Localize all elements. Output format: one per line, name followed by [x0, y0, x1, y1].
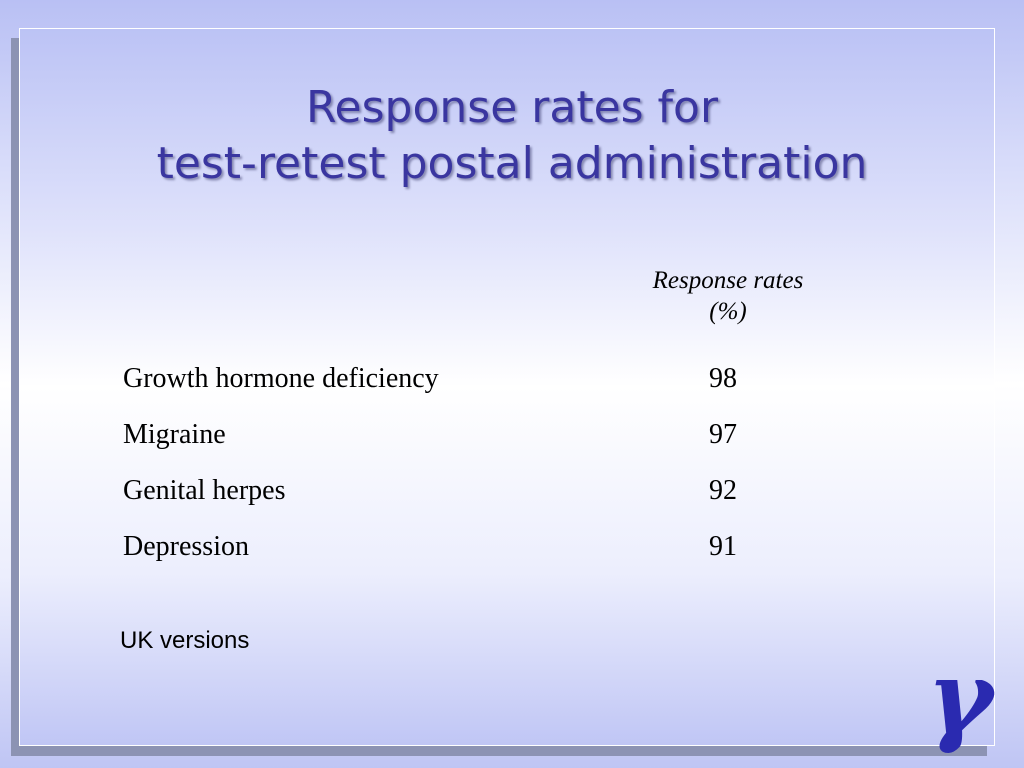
- column-header-line-2: (%): [709, 298, 747, 325]
- table-row: Depression 91: [123, 530, 829, 586]
- row-label: Genital herpes: [123, 475, 286, 506]
- row-label: Growth hormone deficiency: [123, 363, 439, 394]
- column-header-line-1: Response rates: [652, 267, 804, 294]
- slide-title-line-2: test-retest postal administration: [156, 138, 868, 189]
- response-rates-table: Growth hormone deficiency 98 Migraine 97…: [123, 362, 829, 586]
- gamma-glyph: γ: [927, 650, 997, 756]
- row-value: 98: [709, 363, 737, 394]
- table-row: Genital herpes 92: [123, 474, 829, 530]
- slide-frame: [19, 28, 995, 746]
- table-row: Growth hormone deficiency 98: [123, 362, 829, 418]
- gamma-logo-icon: γ: [927, 650, 997, 756]
- table-row: Migraine 97: [123, 418, 829, 474]
- row-label: Migraine: [123, 419, 226, 450]
- column-header: Response rates (%): [600, 265, 856, 327]
- slide-title: Response rates for test-retest postal ad…: [0, 80, 1024, 192]
- footnote: UK versions: [120, 627, 250, 654]
- row-value: 97: [709, 419, 737, 450]
- slide-title-line-1: Response rates for: [305, 82, 719, 133]
- row-value: 91: [709, 531, 737, 562]
- row-label: Depression: [123, 531, 249, 562]
- row-value: 92: [709, 475, 737, 506]
